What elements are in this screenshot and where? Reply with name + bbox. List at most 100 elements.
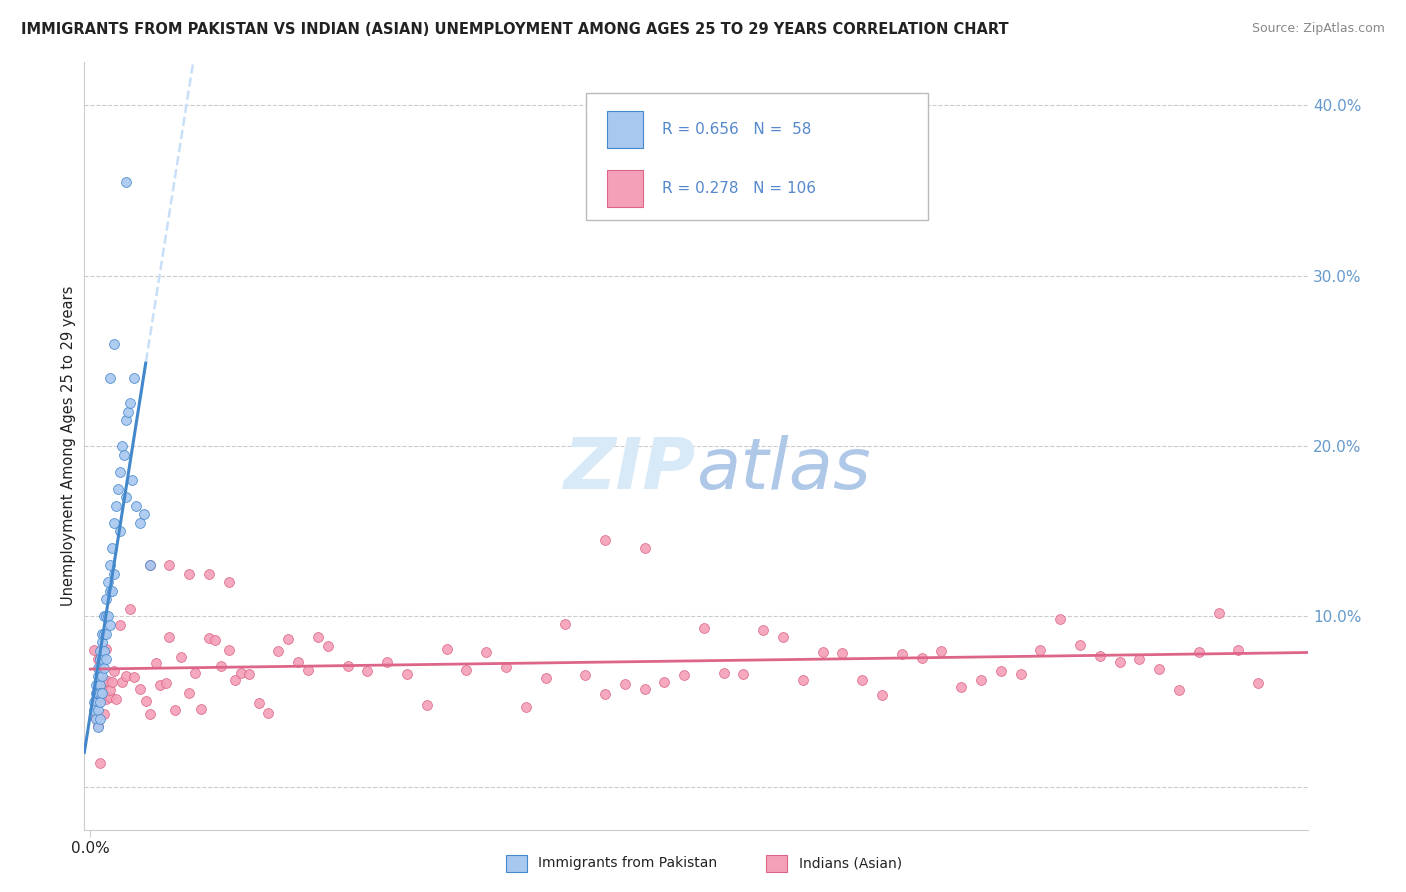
Point — [733, 667, 755, 681]
Point — [101, 675, 124, 690]
Point — [165, 703, 187, 717]
Point — [87, 719, 110, 733]
Point — [94, 691, 117, 706]
Point — [247, 696, 270, 710]
Point — [811, 645, 834, 659]
Point — [910, 650, 932, 665]
Point — [170, 649, 193, 664]
Point — [633, 682, 655, 697]
Point — [89, 643, 111, 657]
Point — [1088, 649, 1111, 664]
Point — [91, 652, 114, 666]
Point — [103, 516, 125, 530]
Point — [574, 668, 596, 682]
Point — [117, 405, 139, 419]
Point — [108, 524, 131, 539]
Point — [456, 663, 478, 677]
Point — [107, 482, 129, 496]
Point — [94, 652, 117, 666]
Point — [1167, 682, 1189, 697]
Point — [831, 646, 853, 660]
Point — [179, 686, 201, 700]
Point — [103, 566, 125, 581]
Point — [89, 756, 111, 771]
Point — [105, 691, 128, 706]
Point — [752, 623, 775, 637]
Point — [593, 533, 616, 547]
Point — [91, 686, 114, 700]
Point — [155, 675, 177, 690]
Point — [115, 490, 138, 504]
Point — [125, 499, 148, 513]
Point — [1147, 662, 1170, 676]
Point — [98, 683, 121, 698]
Point — [89, 695, 111, 709]
Point — [198, 631, 221, 645]
Point — [91, 635, 114, 649]
Point — [159, 630, 181, 644]
Point — [495, 659, 517, 673]
Point — [198, 566, 221, 581]
Point — [138, 558, 160, 573]
Point — [84, 696, 107, 710]
Point — [1208, 606, 1230, 620]
Point — [931, 643, 953, 657]
Point — [218, 575, 240, 590]
Point — [97, 674, 120, 689]
Point — [87, 669, 110, 683]
Point — [111, 674, 134, 689]
Point — [307, 630, 329, 644]
Text: R = 0.278   N = 106: R = 0.278 N = 106 — [662, 181, 815, 195]
Point — [204, 632, 226, 647]
Point — [122, 371, 145, 385]
Point — [101, 541, 124, 556]
Point — [89, 652, 111, 666]
Point — [98, 690, 121, 705]
Point — [83, 643, 105, 657]
Point — [1188, 645, 1211, 659]
Point — [534, 671, 557, 685]
Point — [792, 673, 814, 688]
Point — [93, 643, 115, 657]
Point — [89, 652, 111, 666]
Point — [121, 473, 143, 487]
Point — [179, 566, 201, 581]
Point — [316, 639, 339, 653]
Point — [89, 678, 111, 692]
Point — [135, 694, 157, 708]
Point — [287, 655, 309, 669]
Point — [229, 666, 252, 681]
Point — [103, 664, 125, 678]
Point — [98, 618, 121, 632]
Point — [91, 626, 114, 640]
Point — [94, 592, 117, 607]
Point — [257, 706, 280, 720]
Point — [87, 686, 110, 700]
Point — [105, 499, 128, 513]
Text: Source: ZipAtlas.com: Source: ZipAtlas.com — [1251, 22, 1385, 36]
Point — [91, 682, 114, 697]
Point — [98, 583, 121, 598]
Point — [83, 703, 105, 717]
Point — [138, 558, 160, 573]
Point — [89, 712, 111, 726]
Point — [277, 632, 299, 646]
Point — [145, 656, 167, 670]
Point — [148, 678, 170, 692]
Point — [98, 558, 121, 573]
Point — [1049, 612, 1071, 626]
Point — [1069, 639, 1091, 653]
Point — [94, 609, 117, 624]
Point — [356, 664, 378, 678]
Text: atlas: atlas — [696, 434, 870, 503]
Point — [87, 703, 110, 717]
Point — [84, 686, 107, 700]
Point — [970, 673, 993, 687]
Point — [108, 618, 131, 632]
Point — [267, 644, 290, 658]
Point — [115, 668, 138, 682]
Point — [115, 413, 138, 427]
Point — [1029, 642, 1052, 657]
Point — [93, 626, 115, 640]
Point — [108, 465, 131, 479]
